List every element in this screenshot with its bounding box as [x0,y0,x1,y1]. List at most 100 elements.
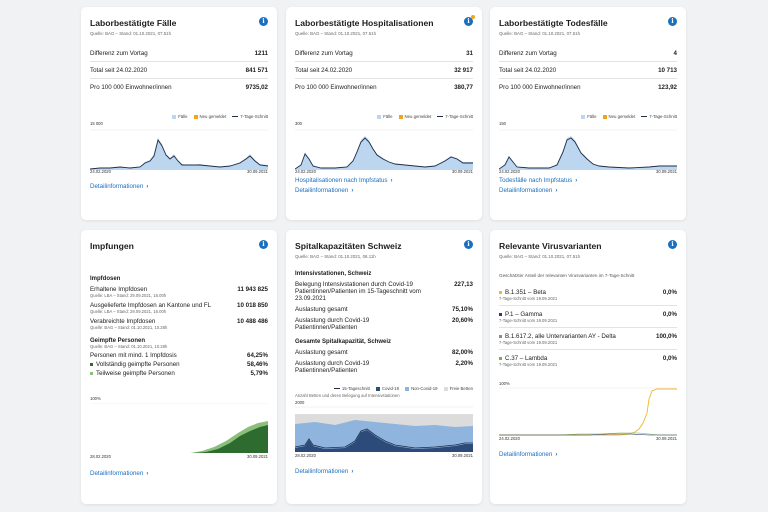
variant-swatch [499,312,502,316]
stat-row: Differenz zum Vortag 31 [295,45,473,62]
chevron-right-icon: › [351,187,354,194]
hospitalisations-vaccination-status-link[interactable]: Hospitalisationen nach Impfstatus › [295,177,393,184]
details-link[interactable]: Detailinformationen › [499,451,558,458]
section-heading: Impfdosen [90,276,121,282]
x-axis-start: 28.02.2020 [295,453,316,458]
capacity-item: Auslastung gesamt 82,00% [295,349,473,356]
chart-caption: Anzahl Betten und deren Belegung auf Int… [295,393,400,398]
details-link[interactable]: Detailinformationen › [499,187,558,194]
doses-item: Erhaltene Impfdosen Quelle: LBA – Stand: … [90,286,268,298]
details-link[interactable]: Detailinformationen › [90,183,149,190]
cases-chart: 15 000 24.02.2020 30.09.2021 [90,121,268,174]
card-deaths: Laborbestätigte Todesfälle i Quelle: BAG… [490,7,686,220]
persons-item: Teilweise geimpfte Personen 5,79% [90,370,268,377]
deaths-vaccination-status-link[interactable]: Todesfälle nach Impfstatus › [499,177,578,184]
chevron-right-icon: › [575,177,578,184]
source-text: Quelle: BAG – Stand: 01.10.2021, 07.51h [90,31,172,36]
card-cases: Laborbestätigte Fälle i Quelle: BAG – St… [81,7,277,220]
chevron-right-icon: › [146,183,149,190]
card-vaccinations: Impfungen i Impfdosen Erhaltene Impfdose… [81,230,277,504]
chart-legend: 15-Tageschnitt Covid-19 Non-Covid-19 Fre… [295,386,473,391]
x-axis-start: 24.02.2020 [90,169,111,174]
hospitalisations-chart: 300 24.02.2020 30.09.2021 [295,121,473,174]
card-hospitalisations: Laborbestätigte Hospitalisationen i Quel… [286,7,482,220]
deaths-chart: 150 24.02.2020 30.09.2021 [499,121,677,174]
variant-item: B.1.617.2, alle Untervarianten AY - Delt… [499,328,677,350]
details-link[interactable]: Detailinformationen › [295,468,354,475]
persons-item: Vollständig geimpfte Personen 58,46% [90,361,268,368]
source-text: Quelle: BAG – Stand: 01.10.2021, 07.51h [499,31,581,36]
x-axis-start: 24.02.2020 [295,169,316,174]
stat-row: Total seit 24.02.2020 841 571 [90,62,268,79]
intro-text: Geschätzter Anteil der relevanten Virusv… [499,273,635,278]
capacity-item: Auslastung durch Covid-19 Patientinnen/P… [295,360,473,374]
card-title: Laborbestätigte Fälle [90,18,177,28]
icu-item: Auslastung gesamt 75,10% [295,306,473,313]
chart-legend: Fälle Neu gemeldet 7-Tage-Schnitt [499,114,677,119]
chart-legend: Fälle Neu gemeldet 7-Tage-Schnitt [90,114,268,119]
info-icon[interactable]: i [668,17,677,26]
card-virus-variants: Relevante Virusvarianten i Quelle: BAG –… [490,230,686,504]
x-axis-end: 30.09.2021 [452,453,473,458]
x-axis-end: 30.09.2021 [656,169,677,174]
variant-swatch [499,334,502,338]
info-icon[interactable]: i [464,15,475,26]
variants-chart: 100% 24.02.2020 30.09.2021 [499,381,677,443]
chevron-right-icon: › [351,468,354,475]
card-title: Spitalkapazitäten Schweiz [295,241,402,251]
vaccinations-chart: 100% 28.02.2020 30.09.2021 [90,396,268,461]
x-axis-end: 30.09.2021 [247,454,268,459]
variant-item: B.1.351 – Beta 7-Tage-Schnitt vom 19.09.2… [499,284,677,306]
variant-swatch [499,356,502,360]
stat-row: Differenz zum Vortag 1211 [90,45,268,62]
stat-row: Total seit 24.02.2020 10 713 [499,62,677,79]
chevron-right-icon: › [555,451,558,458]
notification-dot-icon [471,15,475,19]
legend-swatch [90,371,93,375]
info-icon[interactable]: i [259,240,268,249]
icu-capacity-chart: 2000 28.02.2020 30.09.2021 [295,400,473,460]
section-heading: Gesamte Spitalkapazität, Schweiz [295,339,392,345]
variant-item: P.1 – Gamma 7-Tage-Schnitt vom 19.09.2021… [499,306,677,328]
doses-item: Ausgelieferte Impfdosen an Kantone und F… [90,302,268,314]
y-axis-label: 150 [499,121,506,126]
card-title: Laborbestätigte Hospitalisationen [295,18,434,28]
x-axis-start: 24.02.2020 [499,169,520,174]
y-axis-label: 300 [295,121,302,126]
chart-legend: Fälle Neu gemeldet 7-Tage-Schnitt [295,114,473,119]
y-axis-label: 2000 [295,400,305,405]
variant-item: C.37 – Lambda 7-Tage-Schnitt vom 19.09.20… [499,355,677,367]
chevron-right-icon: › [555,187,558,194]
x-axis-start: 24.02.2020 [499,436,520,441]
persons-item: Personen mit mind. 1 Impfdosis 64,25% [90,352,268,359]
stat-row: Pro 100 000 Einwohner/innen 380,77 [295,84,473,91]
info-icon[interactable]: i [259,17,268,26]
legend-swatch [90,362,93,366]
stat-row: Pro 100 000 Einwohner/innen 9735,02 [90,84,268,91]
x-axis-end: 30.09.2021 [247,169,268,174]
y-axis-label: 100% [90,396,101,401]
chevron-right-icon: › [390,177,393,184]
info-icon[interactable]: i [668,240,677,249]
x-axis-end: 30.09.2021 [452,169,473,174]
source-text: Quelle: BAG – Stand: 01.10.2021, 10.28h [90,344,168,349]
info-icon[interactable]: i [464,240,473,249]
card-title: Impfungen [90,241,134,251]
variant-swatch [499,290,502,294]
source-text: Quelle: BAG – Stand: 01.10.2021, 07.51h [295,31,377,36]
y-axis-label: 15 000 [90,121,103,126]
source-text: Quelle: BAG – Stand: 01.10.2021, 08.11h [295,254,376,259]
card-title: Relevante Virusvarianten [499,241,602,251]
details-link[interactable]: Detailinformationen › [90,470,149,477]
icu-item: Belegung Intensivstationen durch Covid-1… [295,281,473,302]
x-axis-start: 28.02.2020 [90,454,111,459]
card-hospital-capacity: Spitalkapazitäten Schweiz i Quelle: BAG … [286,230,482,504]
stat-row: Pro 100 000 Einwohner/innen 123,92 [499,84,677,91]
card-title: Laborbestätigte Todesfälle [499,18,608,28]
section-heading: Intensivstationen, Schweiz [295,271,372,277]
source-text: Quelle: BAG – Stand: 01.10.2021, 07.51h [499,254,581,259]
y-axis-label: 100% [499,381,510,386]
x-axis-end: 30.09.2021 [656,436,677,441]
stat-row: Total seit 24.02.2020 32 917 [295,62,473,79]
details-link[interactable]: Detailinformationen › [295,187,354,194]
